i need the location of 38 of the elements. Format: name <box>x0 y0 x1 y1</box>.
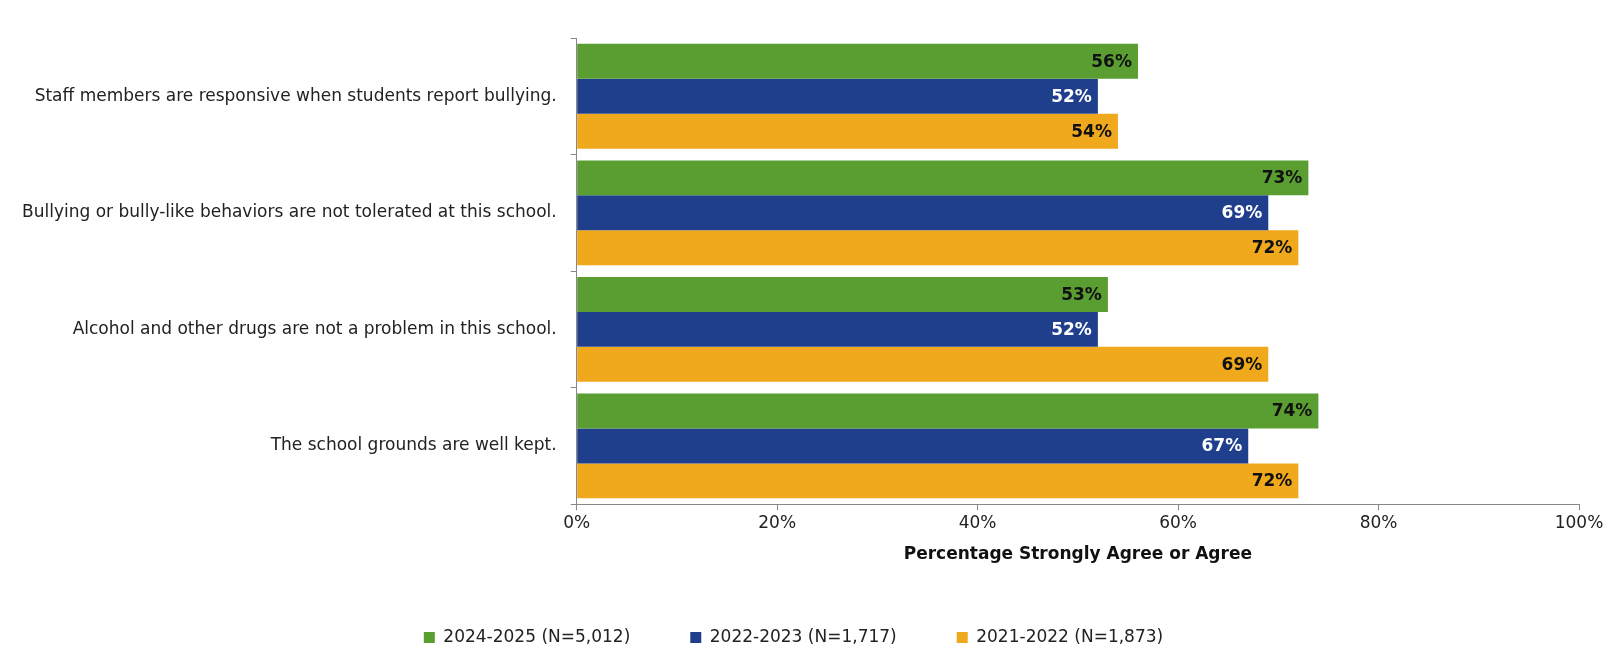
legend-label: 2022-2023 (N=1,717) <box>709 625 897 646</box>
bar <box>577 346 1269 382</box>
y-tick-label: Staff members are responsive when students report bullying. <box>34 84 557 105</box>
data-label: 74% <box>1271 400 1313 421</box>
x-tick-label: 20% <box>758 511 797 532</box>
data-label: 72% <box>1251 237 1293 258</box>
data-label: 52% <box>1051 85 1092 106</box>
data-label: 72% <box>1251 470 1293 491</box>
y-tick-label: Alcohol and other drugs are not a problem in this school. <box>72 317 557 338</box>
legend-label: 2021-2022 (N=1,873) <box>976 625 1164 646</box>
y-tick-label: The school grounds are well kept. <box>269 434 557 455</box>
bar <box>577 311 1098 347</box>
data-label: 73% <box>1261 167 1303 188</box>
bar <box>577 43 1138 79</box>
x-tick-label: 80% <box>1359 511 1398 532</box>
x-tick-label: 60% <box>1159 511 1197 532</box>
x-tick-label: 100% <box>1554 511 1604 532</box>
data-label: 69% <box>1221 202 1263 223</box>
x-tick-label: 0% <box>563 511 591 532</box>
x-axis-title: Percentage Strongly Agree or Agree <box>903 543 1252 564</box>
bar <box>577 195 1269 231</box>
bar <box>577 463 1299 499</box>
bar <box>577 428 1249 464</box>
data-label: 53% <box>1061 283 1102 304</box>
bar <box>577 160 1309 196</box>
bar <box>577 78 1098 114</box>
x-tick-label: 40% <box>958 511 997 532</box>
data-label: 56% <box>1091 50 1132 71</box>
data-label: 69% <box>1221 353 1263 374</box>
bar <box>577 393 1319 429</box>
y-tick-label: Bullying or bully-like behaviors are not tolerated at this school. <box>21 201 557 222</box>
data-label: 67% <box>1201 435 1243 456</box>
legend-label: 2024-2025 (N=5,012) <box>443 625 631 646</box>
data-label: 54% <box>1071 120 1112 141</box>
data-label: 52% <box>1051 318 1092 339</box>
bar <box>577 276 1108 312</box>
bar <box>577 230 1299 266</box>
bar <box>577 113 1118 149</box>
